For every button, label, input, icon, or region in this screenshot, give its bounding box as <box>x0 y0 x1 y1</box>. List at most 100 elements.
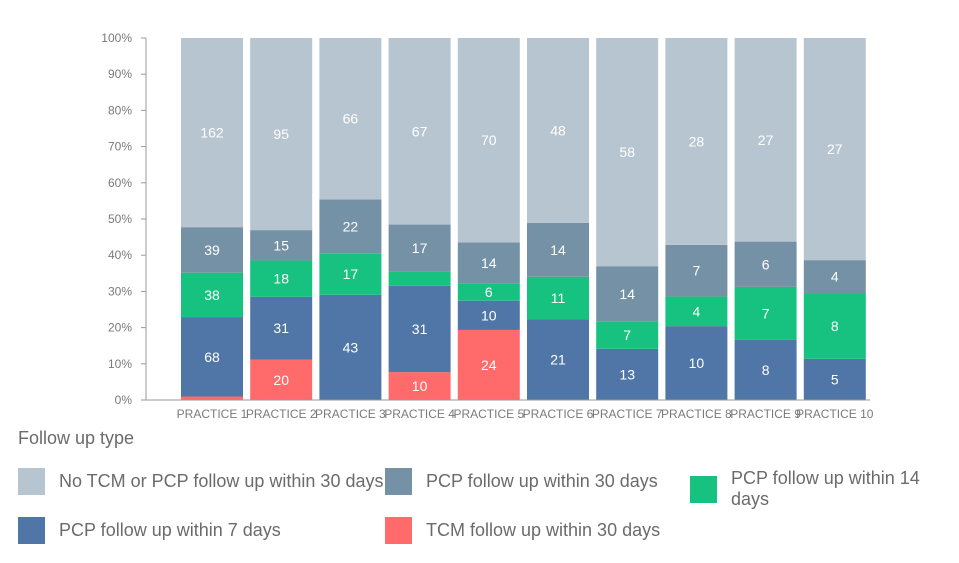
legend-swatch <box>18 517 45 544</box>
bar-segment <box>181 272 243 318</box>
bar-segment <box>803 293 866 359</box>
bar-segment <box>457 242 520 284</box>
legend-swatch <box>690 475 717 503</box>
data-label: 67 <box>412 123 428 139</box>
y-tick-label: 20% <box>108 321 132 335</box>
bar-segment <box>250 260 313 297</box>
bar-segment <box>250 296 313 360</box>
bar-segment <box>596 348 659 400</box>
bar-segment <box>596 266 659 322</box>
bar-stack: 13 7 14 58 <box>596 38 659 400</box>
data-label: 21 <box>550 352 566 368</box>
data-label: 7 <box>693 263 701 279</box>
data-label: 11 <box>551 290 566 306</box>
y-tick-label: 70% <box>108 140 132 154</box>
data-label: 48 <box>550 122 566 138</box>
legend-swatch <box>385 517 412 544</box>
y-tick-label: 10% <box>108 357 132 371</box>
bar-segment <box>388 224 451 272</box>
x-tick-label: PRACTICE 8 <box>661 407 732 421</box>
stacked-bar-chart: 0%10%20%30%40%50%60%70%80%90%100% 683839… <box>101 31 874 421</box>
x-tick-label: PRACTICE 10 <box>796 407 874 421</box>
bar-segment <box>181 317 243 397</box>
legend-label: PCP follow up within 30 days <box>426 471 658 491</box>
legend-swatch <box>18 468 45 495</box>
bar-stack: 10 31 17 67 <box>388 38 451 400</box>
bar-segment <box>596 38 659 267</box>
bar-segment <box>803 38 866 261</box>
data-label: 58 <box>619 144 635 160</box>
data-label: 15 <box>273 237 289 253</box>
data-label: 10 <box>412 378 428 394</box>
bar-segment <box>665 244 728 297</box>
bar-segment <box>665 296 728 327</box>
bar-segment <box>803 358 866 400</box>
legend-label: No TCM or PCP follow up within 30 days <box>59 471 384 491</box>
y-axis: 0% 10% 20% 30% 40% 50% 60% 70% 80% 90% 100% <box>101 31 147 407</box>
bar-stack: 21 11 14 48 <box>527 38 589 400</box>
data-label: 17 <box>343 266 359 282</box>
legend-title: Follow up type <box>18 428 135 448</box>
data-label: 27 <box>758 132 774 148</box>
legend-item: No TCM or PCP follow up within 30 days <box>18 468 383 495</box>
bar-segment <box>734 286 797 340</box>
x-tick-label: PRACTICE 1 <box>177 407 248 421</box>
x-tick-label: PRACTICE 3 <box>315 407 386 421</box>
bar-segment <box>527 38 589 223</box>
bar-stack: 68 38 39 162 <box>181 38 243 400</box>
y-tick-label: 80% <box>108 103 132 117</box>
data-label: 17 <box>412 240 428 256</box>
y-tick-label: 40% <box>108 248 132 262</box>
data-label: 66 <box>343 111 359 127</box>
bar-segment <box>250 359 313 400</box>
bar-stack: 43 17 22 66 <box>319 38 382 400</box>
bar-segment <box>734 38 797 242</box>
data-label: 7 <box>762 305 770 321</box>
data-label: 6 <box>485 284 493 300</box>
data-label: 22 <box>343 218 359 234</box>
bar-stack: 20 31 18 15 95 <box>250 38 313 400</box>
bar-segment <box>457 283 520 301</box>
data-label: 162 <box>200 125 224 141</box>
y-tick-label: 60% <box>108 176 132 190</box>
legend-item: TCM follow up within 30 days <box>385 517 660 544</box>
bar-segment <box>734 241 797 287</box>
data-label: 13 <box>619 366 635 382</box>
y-tick-label: 90% <box>108 67 132 81</box>
data-label: 4 <box>831 269 839 285</box>
bar-segment <box>181 227 243 273</box>
data-label: 14 <box>619 286 635 302</box>
bar-stack: 10 4 7 28 <box>665 38 728 400</box>
bar-segment <box>457 300 520 330</box>
bars: 6838391622031181595431722661031176724106… <box>181 38 866 400</box>
bar-segment <box>388 38 451 225</box>
data-label: 95 <box>273 126 289 142</box>
legend-label: PCP follow up within 14 days <box>731 468 920 509</box>
data-label: 5 <box>831 371 839 387</box>
data-label: 39 <box>204 242 220 258</box>
bar-segment <box>319 253 382 295</box>
x-tick-label: PRACTICE 6 <box>523 407 594 421</box>
data-label: 8 <box>831 318 839 334</box>
x-tick-label: PRACTICE 9 <box>730 407 801 421</box>
data-label: 28 <box>689 133 705 149</box>
data-label: 38 <box>204 287 220 303</box>
data-label: 70 <box>481 132 497 148</box>
data-label: 6 <box>762 256 770 272</box>
bar-segment <box>319 294 382 400</box>
bar-segment <box>457 329 520 400</box>
x-tick-label: PRACTICE 7 <box>592 407 663 421</box>
bar-segment <box>388 285 451 373</box>
data-label: 7 <box>623 327 631 343</box>
bar-segment <box>181 38 243 228</box>
bar-segment <box>596 321 659 349</box>
bar-segment <box>527 222 589 277</box>
legend-item: PCP follow up within 30 days <box>385 468 658 495</box>
bar-stack: 8 7 6 27 <box>734 38 797 400</box>
legend-item: PCP follow up within 14 days <box>690 468 959 510</box>
bar-segment <box>665 326 728 400</box>
data-label: 4 <box>693 303 701 319</box>
data-label: 31 <box>412 321 428 337</box>
bar-segment <box>803 260 866 294</box>
